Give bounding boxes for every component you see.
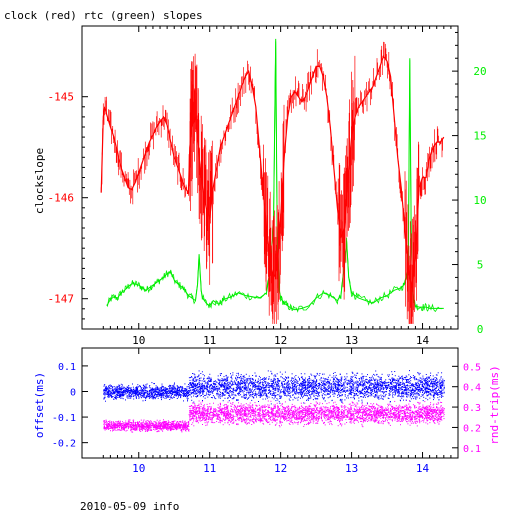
bottom-right-y-axis: 0.5 0.4 0.3 0.2 0.1 xyxy=(452,362,481,455)
bottom-plot-frame xyxy=(81,347,459,459)
bottom-y-tick-label: -0.1 xyxy=(52,413,76,424)
bottom-y2-tick-label: 0.1 xyxy=(463,444,481,455)
top-y-tick-label: -145 xyxy=(48,91,75,104)
rndtrip-axis-label: rnd-trip(ms) xyxy=(488,365,501,444)
top-y-tick-label: -146 xyxy=(48,192,75,205)
bottom-x-tick-label: 13 xyxy=(345,462,358,475)
bottom-y-tick-label: -0.2 xyxy=(52,439,76,450)
clock-series-noise xyxy=(100,41,444,324)
top-y2-tick-label: 15 xyxy=(473,130,486,143)
top-y2-tick-label: 20 xyxy=(473,65,486,78)
bottom-y-tick-label: 0.1 xyxy=(58,362,76,373)
chart-title: clock (red) rtc (green) slopes xyxy=(4,9,203,22)
offset-panel: 10 11 12 13 14 0.1 0 -0.1 -0.2 0.5 0.4 0.3 0.2 0.1 … xyxy=(33,347,501,475)
top-x-tick-label: 13 xyxy=(345,334,358,347)
top-y2-tick-label: 0 xyxy=(477,323,484,336)
bottom-y2-tick-label: 0.5 xyxy=(463,362,481,373)
top-plot-area xyxy=(100,38,445,324)
top-x-tick-label: 12 xyxy=(274,334,287,347)
top-y2-tick-label: 5 xyxy=(477,259,484,272)
top-x-tick-label: 14 xyxy=(416,334,430,347)
offset-axis-label: offset(ms) xyxy=(33,372,46,438)
bottom-x-tick-label: 12 xyxy=(274,462,287,475)
rtc-series-detail xyxy=(106,41,443,313)
top-x-axis: 10 11 12 13 14 xyxy=(102,26,452,347)
bottom-y2-tick-label: 0.4 xyxy=(463,383,481,394)
top-left-y-axis: -145 -146 -147 xyxy=(48,91,88,320)
clock-slope-panel: 10 11 12 13 14 -145 -146 -147 0 5 10 15 20 clocksl… xyxy=(33,25,487,347)
footer-date: 2010-05-09 info xyxy=(80,500,179,512)
bottom-x-tick-label: 11 xyxy=(203,462,216,475)
top-right-y-axis: 0 5 10 15 20 xyxy=(452,31,487,336)
top-y2-tick-label: 10 xyxy=(473,194,486,207)
bottom-y-tick-label: 0 xyxy=(70,387,76,398)
bottom-plot-area xyxy=(103,370,445,433)
bottom-x-tick-label: 14 xyxy=(416,462,430,475)
top-x-tick-label: 11 xyxy=(203,334,216,347)
bottom-x-tick-label: 10 xyxy=(132,462,145,475)
offset-scatter xyxy=(103,370,445,405)
top-y-tick-label: -147 xyxy=(48,293,75,306)
top-y-axis-label: clockslope xyxy=(33,148,46,214)
top-x-tick-label: 10 xyxy=(132,334,145,347)
bottom-y2-tick-label: 0.3 xyxy=(463,403,481,414)
bottom-left-y-axis: 0.1 0 -0.1 -0.2 xyxy=(52,362,88,450)
rndtrip-scatter xyxy=(103,399,445,433)
bottom-x-axis: 10 11 12 13 14 xyxy=(102,348,452,475)
bottom-y2-tick-label: 0.2 xyxy=(463,423,481,434)
